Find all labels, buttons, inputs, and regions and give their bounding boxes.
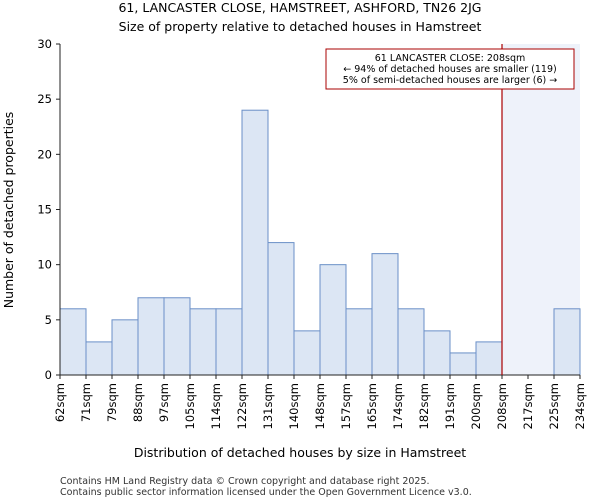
bar-165sqm bbox=[371, 253, 399, 376]
bar-200sqm bbox=[475, 341, 503, 376]
y-tick-label-30: 30 bbox=[37, 37, 52, 51]
x-tick-label-105sqm: 105sqm bbox=[183, 383, 197, 429]
y-tick-label-0: 0 bbox=[45, 368, 52, 382]
annotation-line-1: 61 LANCASTER CLOSE: 208sqm bbox=[375, 53, 526, 64]
chart-title: 61, LANCASTER CLOSE, HAMSTREET, ASHFORD,… bbox=[118, 0, 481, 15]
x-tick-label-174sqm: 174sqm bbox=[391, 383, 405, 429]
x-tick-label-165sqm: 165sqm bbox=[365, 383, 379, 429]
y-axis-label: Number of detached properties bbox=[1, 112, 16, 309]
footer-line-1: Contains HM Land Registry data © Crown c… bbox=[60, 476, 430, 487]
x-tick-label-234sqm: 234sqm bbox=[573, 383, 587, 429]
x-tick-label-88sqm: 88sqm bbox=[131, 383, 145, 422]
bar-148sqm bbox=[319, 264, 347, 376]
bar-88sqm bbox=[137, 297, 165, 376]
bar-62sqm bbox=[59, 308, 87, 376]
x-tick-label-114sqm: 114sqm bbox=[209, 383, 223, 429]
bar-225sqm bbox=[553, 308, 581, 376]
annotation-line-3: 5% of semi-detached houses are larger (6… bbox=[343, 75, 557, 86]
bar-114sqm bbox=[215, 308, 243, 376]
x-tick-label-140sqm: 140sqm bbox=[287, 383, 301, 429]
chart-subtitle: Size of property relative to detached ho… bbox=[119, 19, 482, 34]
x-tick-label-182sqm: 182sqm bbox=[417, 383, 431, 429]
annotation-box: 61 LANCASTER CLOSE: 208sqm ← 94% of deta… bbox=[325, 48, 575, 90]
x-tick-label-71sqm: 71sqm bbox=[79, 383, 93, 422]
x-tick-label-131sqm: 131sqm bbox=[261, 383, 275, 429]
x-axis-label: Distribution of detached houses by size … bbox=[134, 445, 466, 460]
y-tick-label-20: 20 bbox=[37, 147, 52, 161]
x-tick-label-191sqm: 191sqm bbox=[443, 383, 457, 429]
x-tick-label-225sqm: 225sqm bbox=[547, 383, 561, 429]
x-tick-label-148sqm: 148sqm bbox=[313, 383, 327, 429]
y-tick-label-5: 5 bbox=[45, 313, 52, 327]
y-tick-label-25: 25 bbox=[37, 92, 52, 106]
bar-122sqm bbox=[241, 109, 269, 376]
x-tick-label-157sqm: 157sqm bbox=[339, 383, 353, 429]
x-tick-label-79sqm: 79sqm bbox=[105, 383, 119, 422]
annotation-line-2: ← 94% of detached houses are smaller (11… bbox=[343, 64, 556, 75]
y-tick-label-10: 10 bbox=[37, 258, 52, 272]
bar-105sqm bbox=[189, 308, 217, 376]
x-tick-label-122sqm: 122sqm bbox=[235, 383, 249, 429]
bar-174sqm bbox=[397, 308, 425, 376]
annotation-frame bbox=[325, 48, 575, 90]
bar-182sqm bbox=[423, 330, 451, 376]
bar-191sqm bbox=[449, 352, 477, 376]
bar-97sqm bbox=[163, 297, 191, 376]
x-tick-label-97sqm: 97sqm bbox=[157, 383, 171, 422]
bar-140sqm bbox=[293, 330, 321, 376]
bar-131sqm bbox=[267, 242, 295, 376]
bar-157sqm bbox=[345, 308, 373, 376]
x-tick-label-217sqm: 217sqm bbox=[521, 383, 535, 429]
footer-line-2: Contains public sector information licen… bbox=[60, 487, 472, 498]
y-tick-label-15: 15 bbox=[37, 203, 52, 217]
x-tick-label-200sqm: 200sqm bbox=[469, 383, 483, 429]
x-tick-label-62sqm: 62sqm bbox=[53, 383, 67, 422]
x-tick-label-208sqm: 208sqm bbox=[495, 383, 509, 429]
bar-79sqm bbox=[111, 319, 139, 376]
bar-71sqm bbox=[85, 341, 113, 376]
